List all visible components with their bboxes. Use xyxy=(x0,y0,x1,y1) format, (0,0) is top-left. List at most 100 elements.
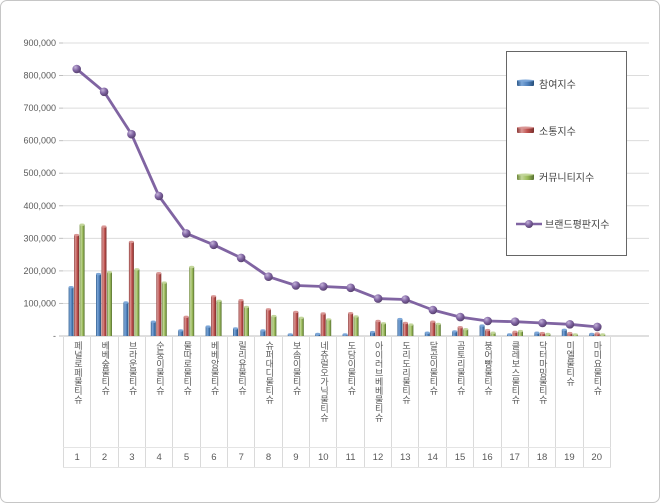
x-category-cell: 아이러브베베물티슈 xyxy=(365,337,393,447)
line-marker xyxy=(154,191,164,201)
line-marker xyxy=(565,320,575,329)
x-category-label: 베베숲물티슈 xyxy=(100,341,111,395)
bar-communication xyxy=(320,313,326,336)
bar-participation xyxy=(452,331,458,336)
bar-cap-participation xyxy=(260,329,266,332)
x-category-label: 도담이물티슈 xyxy=(346,341,357,395)
bar-cap-participation xyxy=(397,317,403,321)
x-category-cell: 마미요물티슈 xyxy=(584,337,611,447)
bar-cap-participation xyxy=(233,327,238,330)
line-marker xyxy=(483,316,493,326)
bar-communication xyxy=(539,333,545,336)
x-category-label: 달곰이물티슈 xyxy=(428,341,439,395)
x-category-label: 베베앙물티슈 xyxy=(209,341,220,395)
bar-cap-communication xyxy=(101,225,107,228)
x-category-cell: 도담이물티슈 xyxy=(337,337,365,447)
x-rank-label: 12 xyxy=(365,448,393,467)
x-category-cell: 물따로물티슈 xyxy=(173,337,201,447)
x-category-label: 곰토리물티슈 xyxy=(455,341,466,395)
x-category-label: 붕어빵물티슈 xyxy=(483,341,494,395)
x-category-cell: 붕어빵물티슈 xyxy=(474,337,502,447)
bar-community xyxy=(490,332,496,336)
bar-community xyxy=(408,324,414,336)
bar-cap-communication xyxy=(183,315,189,318)
bar-cap-participation xyxy=(424,331,430,334)
bar-cap-participation xyxy=(150,320,156,323)
bar-communication xyxy=(265,309,271,336)
legend-item-participation: 참여지수 xyxy=(516,76,624,91)
y-tick-label: 800,000 xyxy=(23,71,56,81)
line-marker xyxy=(401,295,410,304)
x-category-label: 아이러브베베물티슈 xyxy=(373,341,384,422)
line-marker xyxy=(99,87,109,97)
line-marker xyxy=(538,318,547,328)
legend-marker-community-bar xyxy=(517,173,534,180)
bar-cap-communication xyxy=(485,328,491,332)
bar-communication xyxy=(594,333,600,336)
bar-cap-communication xyxy=(293,310,299,314)
bar-communication xyxy=(348,313,354,336)
x-category-label: 슈퍼대디물티슈 xyxy=(264,341,275,404)
legend-label-communication: 소통지수 xyxy=(539,126,576,138)
x-category-cell: 슈퍼대디물티슈 xyxy=(255,337,283,447)
x-category-cell: 달곰이물티슈 xyxy=(419,337,447,447)
bar-cap-community xyxy=(189,265,195,269)
x-category-cell: 보솜이물티슈 xyxy=(283,337,311,447)
line-marker xyxy=(510,317,520,327)
line-marker xyxy=(373,294,383,303)
legend-marker-participation-bar xyxy=(517,79,534,87)
x-rank-label: 20 xyxy=(584,448,611,467)
line-marker xyxy=(456,312,465,322)
bar-cap-community xyxy=(244,305,249,309)
line-marker xyxy=(209,240,218,250)
bar-cap-participation xyxy=(315,332,321,336)
line-marker xyxy=(182,229,191,238)
bar-cap-communication xyxy=(375,319,381,323)
bar-cap-communication xyxy=(156,272,162,275)
bar-cap-communication xyxy=(457,326,463,329)
bar-community xyxy=(298,317,304,336)
bar-cap-community xyxy=(216,299,222,302)
x-category-label: 클레보스물티슈 xyxy=(510,341,521,404)
y-tick-label: 700,000 xyxy=(23,103,56,113)
line-marker xyxy=(346,283,356,293)
x-rank-label: 5 xyxy=(173,448,201,467)
legend-marker-communication-bar xyxy=(517,126,534,134)
legend-label-participation: 참여지수 xyxy=(539,79,576,91)
bar-cap-participation xyxy=(534,331,540,334)
x-rank-label: 18 xyxy=(529,448,557,467)
x-category-label: 미엘물티슈 xyxy=(565,341,576,386)
x-rank-labels: 1 2 3 4 5 6 7 8 9 10 11 12 13 14 15 16 17 18 19 20 xyxy=(63,448,611,468)
bar-cap-communication xyxy=(594,332,600,335)
bar-communication xyxy=(293,311,299,336)
legend-item-communication: 소통지수 xyxy=(516,123,624,138)
bar-cap-communication xyxy=(567,331,573,335)
x-category-cell: 순둥이물티슈 xyxy=(146,337,174,447)
bar-cap-communication xyxy=(320,312,326,315)
bar-participation xyxy=(178,330,184,336)
bar-community xyxy=(134,269,140,336)
bar-participation xyxy=(397,319,403,336)
x-category-label: 도리도리물티슈 xyxy=(401,341,412,404)
bar-cap-community xyxy=(572,333,578,336)
bar-cap-community xyxy=(381,322,386,325)
bar-participation xyxy=(260,330,266,336)
bar-participation xyxy=(424,332,430,336)
bar-communication xyxy=(74,235,80,336)
bar-community xyxy=(216,300,222,336)
x-rank-label: 16 xyxy=(474,448,502,467)
x-category-label: 릴리유물티슈 xyxy=(236,341,247,395)
bar-community xyxy=(107,272,112,336)
line-marker xyxy=(236,253,246,263)
bar-cap-community xyxy=(490,331,496,334)
bar-cap-community xyxy=(326,318,332,321)
bar-communication xyxy=(156,273,162,336)
line-marker xyxy=(428,305,438,315)
line-marker xyxy=(72,64,81,74)
bar-cap-community xyxy=(79,223,85,226)
x-rank-label: 13 xyxy=(392,448,420,467)
bar-participation xyxy=(205,326,211,336)
bar-cap-community xyxy=(545,332,551,336)
bar-participation xyxy=(96,274,101,336)
